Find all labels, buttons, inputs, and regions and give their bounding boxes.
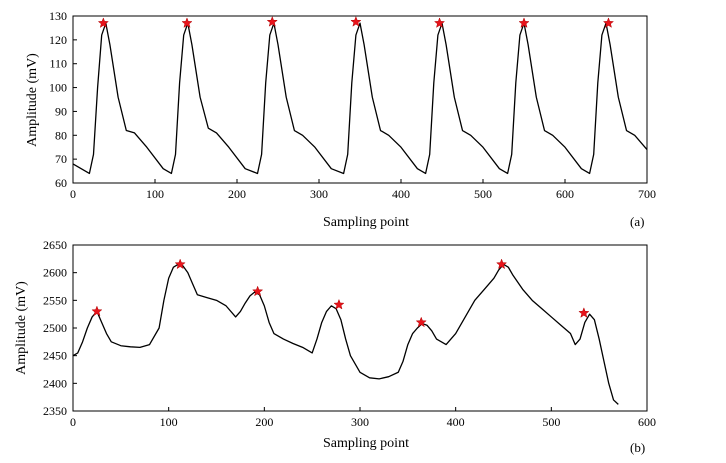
- x-tick-label-a-7: 700: [638, 187, 656, 201]
- x-tick-label-b-1: 100: [160, 415, 178, 429]
- panel-tag-b: (b): [630, 440, 645, 455]
- peak-marker-a-5: [518, 17, 530, 28]
- signal-line-b: [72, 263, 619, 405]
- y-tick-label-b-6: 2650: [43, 238, 67, 252]
- chart-panel-a: 0 100 200 300 400 500 600 700 60 70 80 90 100 110 120 1…: [25, 9, 656, 230]
- y-tick-label-a-0: 60: [55, 176, 67, 190]
- plot-frame-a: [72, 15, 648, 184]
- y-tick-label-b-0: 2350: [43, 404, 67, 418]
- x-tick-label-a-3: 300: [310, 187, 328, 201]
- x-tick-label-b-3: 300: [351, 415, 369, 429]
- y-axis-title-b: Amplitude (mV): [14, 281, 29, 375]
- peak-marker-b-2: [252, 285, 264, 297]
- ticks-b: 0 100 200 300 400 500 600 2350 2400 2450 2500 2550 2…: [43, 238, 656, 429]
- x-axis-title-b: Sampling point: [323, 436, 409, 451]
- x-axis-title-a: Sampling point: [323, 215, 409, 230]
- y-tick-label-a-7: 130: [49, 9, 67, 23]
- peak-marker-b-3: [333, 298, 345, 310]
- peak-marker-a-4: [433, 17, 446, 28]
- x-tick-label-a-0: 0: [70, 187, 76, 201]
- peak-markers-b: [91, 258, 590, 328]
- chart-panel-b: 0 100 200 300 400 500 600 2350 2400 2450 2500 2550 2…: [14, 238, 656, 455]
- x-tick-label-b-2: 200: [255, 415, 273, 429]
- x-tick-label-a-2: 200: [228, 187, 246, 201]
- x-tick-label-b-5: 500: [542, 415, 560, 429]
- peak-marker-a-1: [181, 17, 193, 28]
- peak-marker-a-6: [602, 17, 615, 28]
- y-tick-label-b-1: 2400: [43, 376, 67, 390]
- x-tick-label-b-4: 400: [447, 415, 465, 429]
- peak-marker-a-2: [266, 16, 278, 27]
- y-tick-label-b-4: 2550: [43, 293, 67, 307]
- peak-marker-b-6: [578, 307, 590, 318]
- peak-marker-a-0: [97, 17, 109, 28]
- x-tick-label-a-4: 400: [392, 187, 410, 201]
- y-tick-label-a-3: 90: [55, 104, 67, 118]
- y-tick-label-b-2: 2450: [43, 349, 67, 363]
- peak-marker-a-3: [350, 16, 362, 27]
- y-tick-label-a-1: 70: [55, 152, 67, 166]
- peak-marker-b-0: [91, 305, 103, 317]
- x-tick-label-a-1: 100: [146, 187, 164, 201]
- signal-line-a: [72, 22, 648, 175]
- y-tick-label-a-2: 80: [55, 128, 67, 142]
- y-tick-label-a-6: 120: [49, 33, 67, 47]
- y-tick-label-b-3: 2500: [43, 321, 67, 335]
- y-tick-label-a-5: 110: [49, 57, 67, 71]
- x-tick-label-a-5: 500: [474, 187, 492, 201]
- peak-markers-a: [97, 16, 615, 28]
- peak-marker-b-5: [495, 258, 508, 270]
- panel-tag-a: (a): [630, 214, 644, 229]
- y-axis-title-a: Amplitude (mV): [25, 53, 40, 147]
- peak-marker-b-1: [174, 258, 186, 270]
- y-tick-label-b-5: 2600: [43, 266, 67, 280]
- ticks-a: 0 100 200 300 400 500 600 700 60 70 80 90 100 110 120 1…: [49, 9, 656, 201]
- peak-marker-b-4: [415, 316, 427, 328]
- x-tick-label-a-6: 600: [556, 187, 574, 201]
- x-tick-label-b-6: 600: [638, 415, 656, 429]
- x-tick-label-b-0: 0: [70, 415, 76, 429]
- y-tick-label-a-4: 100: [49, 81, 67, 95]
